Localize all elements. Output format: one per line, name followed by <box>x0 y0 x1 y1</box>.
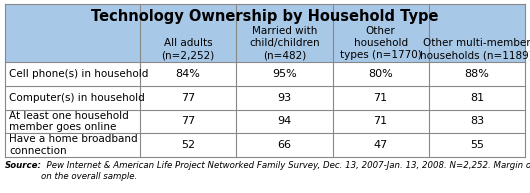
Text: 81: 81 <box>470 93 484 103</box>
Text: Other
household
types (n=1770): Other household types (n=1770) <box>340 26 421 60</box>
Text: Computer(s) in household: Computer(s) in household <box>9 93 145 103</box>
Text: All adults
(n=2,252): All adults (n=2,252) <box>162 38 215 60</box>
Text: Cell phone(s) in household: Cell phone(s) in household <box>9 69 148 79</box>
Text: 93: 93 <box>277 93 292 103</box>
Text: Married with
child/children
(n=482): Married with child/children (n=482) <box>249 26 320 60</box>
Text: 84%: 84% <box>175 69 200 79</box>
Bar <box>5 4 525 62</box>
Text: 83: 83 <box>470 116 484 126</box>
Bar <box>5 133 525 157</box>
Text: Pew Internet & American Life Project Networked Family Survey, Dec. 13, 2007-Jan.: Pew Internet & American Life Project Net… <box>41 161 530 181</box>
Text: 71: 71 <box>374 93 387 103</box>
Text: 88%: 88% <box>464 69 489 79</box>
Text: 55: 55 <box>470 140 484 150</box>
Text: At least one household
member goes online: At least one household member goes onlin… <box>9 111 129 132</box>
Bar <box>5 62 525 86</box>
Text: 77: 77 <box>181 93 195 103</box>
Text: 66: 66 <box>277 140 292 150</box>
Text: 94: 94 <box>277 116 292 126</box>
Text: 95%: 95% <box>272 69 297 79</box>
Text: 52: 52 <box>181 140 195 150</box>
Text: Have a home broadband
connection: Have a home broadband connection <box>9 134 138 156</box>
Text: Technology Ownership by Household Type: Technology Ownership by Household Type <box>91 9 439 25</box>
Text: 47: 47 <box>374 140 388 150</box>
Text: Other multi-member
households (n=1189): Other multi-member households (n=1189) <box>420 38 530 60</box>
Bar <box>5 109 525 133</box>
Text: 77: 77 <box>181 116 195 126</box>
Text: Source:: Source: <box>5 161 42 170</box>
Bar <box>5 86 525 109</box>
Text: 71: 71 <box>374 116 387 126</box>
Text: 80%: 80% <box>368 69 393 79</box>
